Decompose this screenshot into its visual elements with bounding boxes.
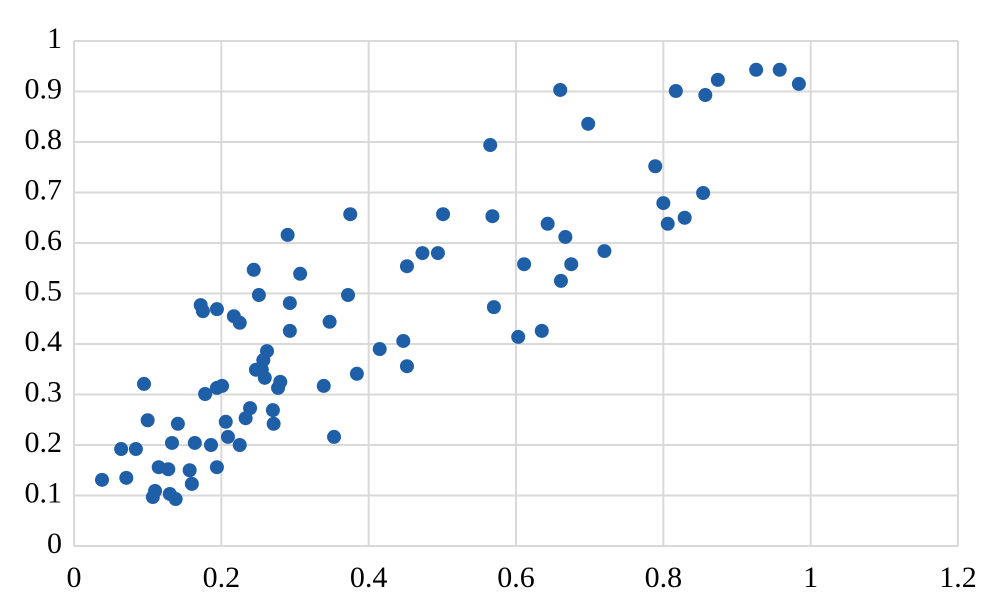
x-tick-label: 0.2 — [203, 561, 241, 594]
point — [243, 401, 258, 416]
y-tick-label: 1 — [47, 22, 62, 55]
point — [293, 266, 308, 281]
point — [280, 227, 295, 242]
point — [558, 229, 573, 244]
point — [195, 304, 210, 319]
point — [791, 76, 806, 91]
point — [182, 463, 197, 478]
y-tick-label: 0.2 — [25, 426, 63, 459]
point — [161, 462, 176, 477]
point — [372, 342, 387, 357]
y-tick-label: 0.8 — [25, 123, 63, 156]
point — [140, 413, 155, 428]
x-tick-label: 0.8 — [645, 561, 683, 594]
point — [119, 470, 134, 485]
point — [396, 333, 411, 348]
point — [534, 323, 549, 338]
x-tick-label: 1 — [803, 561, 818, 594]
point — [184, 476, 199, 491]
x-tick-label: 0 — [67, 561, 82, 594]
point — [436, 207, 451, 222]
point — [128, 442, 143, 457]
point — [399, 359, 414, 374]
x-tick-label: 0.4 — [350, 561, 388, 594]
point — [198, 386, 213, 401]
point — [257, 370, 272, 385]
point — [114, 442, 129, 457]
point — [772, 62, 787, 77]
point — [343, 207, 358, 222]
y-tick-label: 0 — [47, 527, 62, 560]
point — [597, 244, 612, 259]
point — [660, 216, 675, 231]
point — [668, 83, 683, 98]
point — [187, 435, 202, 450]
point — [94, 472, 109, 487]
point — [327, 429, 342, 444]
point — [246, 262, 261, 277]
point — [282, 323, 297, 338]
point — [696, 186, 711, 201]
point — [553, 82, 568, 97]
point — [349, 366, 364, 381]
point — [273, 374, 288, 389]
point — [215, 378, 230, 393]
point — [209, 460, 224, 475]
y-tick-label: 0.4 — [25, 325, 63, 358]
point — [710, 72, 725, 87]
x-tick-label: 1.2 — [939, 561, 977, 594]
point — [232, 438, 247, 452]
point — [265, 403, 280, 418]
point — [220, 429, 235, 444]
y-tick-label: 0.3 — [25, 375, 63, 408]
y-tick-label: 0.6 — [25, 224, 63, 257]
point — [430, 246, 445, 261]
x-tick-label: 0.6 — [497, 561, 535, 594]
point — [415, 246, 430, 261]
point — [209, 302, 224, 317]
point — [164, 435, 179, 450]
point — [399, 259, 414, 274]
point — [749, 62, 764, 77]
point — [517, 257, 532, 272]
y-tick-label: 0.5 — [25, 274, 63, 307]
point — [170, 416, 185, 431]
point — [218, 414, 233, 429]
point — [648, 159, 663, 174]
y-tick-label: 0.7 — [25, 173, 63, 206]
point — [266, 416, 281, 431]
point — [251, 288, 266, 303]
point — [564, 257, 579, 272]
point — [485, 209, 500, 224]
point — [483, 138, 498, 153]
point — [656, 196, 671, 211]
point — [581, 116, 596, 131]
point — [168, 492, 183, 507]
point — [322, 314, 337, 329]
point — [698, 88, 713, 103]
point — [260, 344, 275, 359]
point — [232, 315, 247, 330]
point — [316, 378, 331, 393]
point — [486, 300, 501, 315]
point — [136, 376, 151, 391]
point — [204, 438, 219, 452]
point — [282, 296, 297, 311]
y-tick-label: 0.1 — [25, 476, 63, 509]
point — [148, 483, 163, 498]
point — [341, 288, 356, 303]
point — [677, 210, 692, 225]
point — [511, 329, 526, 344]
y-tick-label: 0.9 — [25, 72, 63, 105]
point — [553, 273, 568, 288]
point — [540, 216, 555, 231]
